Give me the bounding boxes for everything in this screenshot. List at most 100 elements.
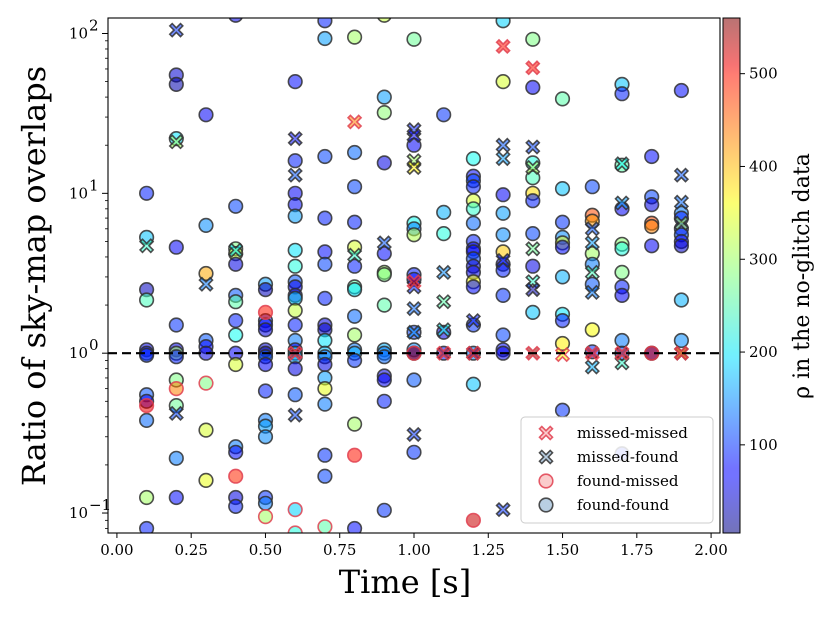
- found-found-point: [168, 489, 184, 506]
- found-found-point: [554, 402, 571, 418]
- missed-found-point: [525, 159, 541, 176]
- found-found-point: [198, 472, 214, 489]
- x-tick-label: 1.75: [620, 541, 653, 559]
- missed-found-point: [346, 247, 363, 263]
- found-found-point: [287, 242, 303, 258]
- found-missed-point: [287, 525, 303, 533]
- found-found-point: [376, 297, 392, 313]
- data-markers: [138, 18, 690, 533]
- found-found-point: [495, 327, 511, 343]
- y-tick-exponent: 0: [89, 336, 99, 354]
- found-found-point: [377, 18, 392, 23]
- missed-found-point: [673, 215, 690, 231]
- found-found-point: [376, 372, 392, 388]
- missed-found-point: [406, 426, 422, 443]
- found-found-point: [228, 356, 244, 373]
- found-found-point: [554, 239, 571, 255]
- found-found-point: [554, 335, 571, 352]
- found-found-point: [198, 265, 214, 282]
- found-found-point: [317, 210, 333, 226]
- found-missed-point: [465, 512, 482, 528]
- found-found-point: [495, 205, 511, 221]
- found-found-point: [614, 86, 630, 102]
- found-found-point: [168, 317, 184, 333]
- found-found-point: [198, 107, 214, 123]
- found-found-point: [228, 294, 244, 310]
- found-found-point: [554, 91, 571, 107]
- found-found-point: [406, 227, 422, 243]
- x-tick-label: 2.00: [694, 541, 727, 559]
- missed-found-point: [168, 134, 184, 150]
- found-found-point: [436, 107, 452, 123]
- found-found-point: [287, 73, 303, 90]
- found-found-point: [347, 416, 363, 432]
- found-found-point: [347, 327, 363, 343]
- missed-found-point: [465, 312, 482, 329]
- missed-found-point: [138, 238, 155, 254]
- found-found-point: [525, 193, 541, 209]
- found-found-point: [465, 179, 482, 195]
- found-found-point: [554, 181, 571, 197]
- missed-found-point: [287, 167, 303, 183]
- found-found-point: [287, 208, 303, 224]
- missed-found-point: [525, 281, 541, 298]
- found-found-point: [287, 361, 303, 377]
- x-axis: 0.00 0.25 0.50 0.75 1.00 1.25 1.50 1.75 2.00: [100, 533, 728, 559]
- found-found-point: [644, 218, 660, 235]
- x-tick-label: 0.25: [174, 541, 207, 559]
- found-found-point: [287, 317, 303, 333]
- found-found-point: [673, 82, 690, 99]
- found-found-point: [287, 302, 303, 319]
- x-tick-label: 1.00: [397, 541, 430, 559]
- found-missed-point: [287, 502, 303, 518]
- found-missed-point: [168, 381, 184, 397]
- found-found-point: [228, 256, 244, 272]
- missed-found-point: [584, 221, 600, 237]
- found-missed-point: [228, 468, 244, 484]
- found-found-point: [257, 429, 274, 445]
- colorbar-label: ρ in the no-glitch data: [790, 153, 815, 399]
- found-found-point: [168, 450, 184, 466]
- colorbar-tick-label: 400: [749, 157, 778, 175]
- found-found-point: [228, 313, 244, 329]
- found-found-point: [376, 104, 392, 121]
- found-found-point: [287, 153, 303, 169]
- missed-missed-point: [495, 38, 511, 55]
- found-found-point: [376, 89, 392, 105]
- missed-found-point: [168, 405, 184, 422]
- missed-missed-point: [673, 345, 690, 361]
- found-found-point: [376, 246, 392, 262]
- found-found-point: [139, 412, 155, 429]
- found-found-point: [198, 422, 214, 438]
- found-missed-point: [198, 375, 214, 391]
- found-found-point: [406, 372, 422, 388]
- missed-found-point: [525, 241, 541, 257]
- y-tick-label: 10: [69, 24, 88, 42]
- found-found-point: [406, 31, 422, 47]
- missed-found-point: [584, 284, 600, 301]
- missed-found-point: [436, 264, 452, 281]
- legend-marker-missed-missed: [538, 425, 554, 441]
- colorbar-gradient: [722, 17, 741, 534]
- found-found-point: [644, 148, 660, 165]
- found-found-point: [614, 264, 630, 281]
- found-found-point: [614, 332, 630, 349]
- found-missed-point: [257, 508, 274, 525]
- found-found-point: [168, 76, 184, 92]
- found-found-point: [347, 29, 363, 45]
- colorbar: 100 200 300 400 500 ρ in the no-glitch data: [722, 17, 815, 534]
- found-found-point: [376, 155, 392, 171]
- legend-label: missed-found: [577, 448, 679, 466]
- missed-found-point: [495, 501, 511, 518]
- found-found-point: [584, 322, 600, 338]
- found-found-point: [465, 215, 482, 231]
- colorbar-tick-label: 100: [749, 436, 778, 454]
- legend: missed-missed missed-found found-missed fou…: [520, 416, 714, 524]
- found-found-point: [376, 502, 392, 518]
- colorbar-tick-label: 300: [749, 250, 778, 268]
- found-found-point: [465, 201, 482, 217]
- y-tick-label: 10: [69, 344, 88, 362]
- y-tick-label: 10: [69, 504, 88, 522]
- found-found-point: [317, 332, 333, 349]
